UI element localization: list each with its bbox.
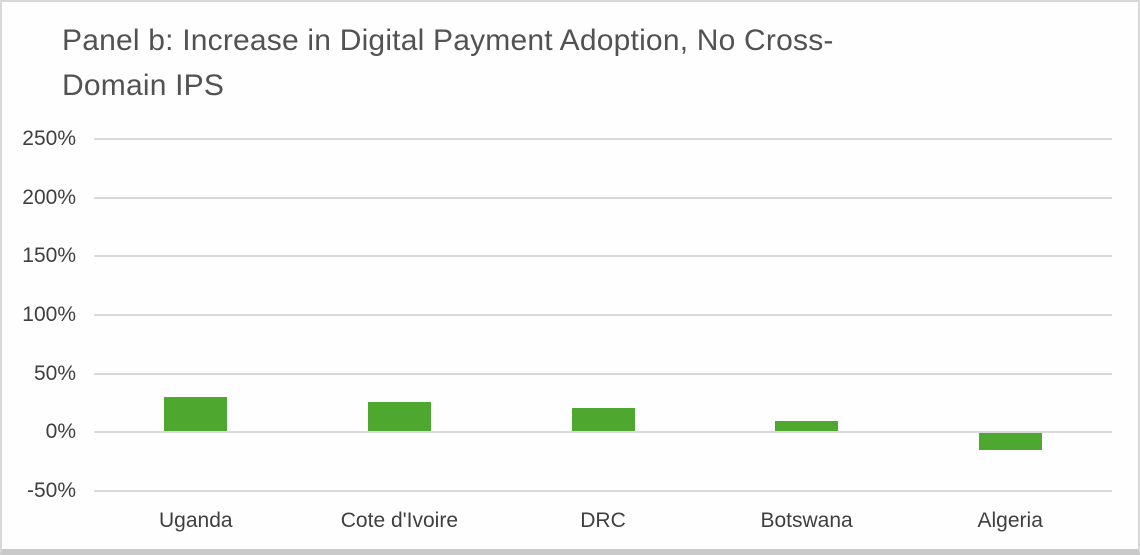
bar-botswana xyxy=(775,420,839,432)
gridline xyxy=(94,431,1112,434)
y-axis-tick-label: 0% xyxy=(45,420,76,444)
bar-uganda xyxy=(164,397,228,432)
y-axis-tick-label: -50% xyxy=(26,479,76,502)
gridline xyxy=(94,490,1112,492)
bar-algeria xyxy=(978,433,1042,450)
chart-title-line-2: Domain IPS xyxy=(62,69,225,102)
gridline xyxy=(94,196,1112,199)
gridline xyxy=(94,314,1112,316)
x-axis-category-label: Cote d'Ivoire xyxy=(340,509,458,532)
x-axis-category-label: DRC xyxy=(580,509,626,532)
y-axis-tick-label: 100% xyxy=(22,303,76,326)
x-axis-category-label: Algeria xyxy=(977,509,1043,532)
chart-title-line-1: Panel b: Increase in Digital Payment Ado… xyxy=(62,24,834,57)
y-axis-tick-label: 250% xyxy=(22,127,76,150)
y-axis-tick-label: 50% xyxy=(33,361,76,385)
bar-drc xyxy=(571,407,635,432)
gridline xyxy=(94,138,1112,140)
chart-title: Panel b: Increase in Digital Payment Ado… xyxy=(62,18,834,108)
gridline xyxy=(94,255,1112,258)
x-axis-category-label: Botswana xyxy=(760,509,853,532)
gridline xyxy=(94,372,1112,375)
x-axis-category-label: Uganda xyxy=(159,509,233,532)
bar-cote-d-ivoire xyxy=(367,401,431,432)
y-axis-tick-label: 150% xyxy=(22,244,76,268)
y-axis-tick-label: 200% xyxy=(22,185,76,209)
